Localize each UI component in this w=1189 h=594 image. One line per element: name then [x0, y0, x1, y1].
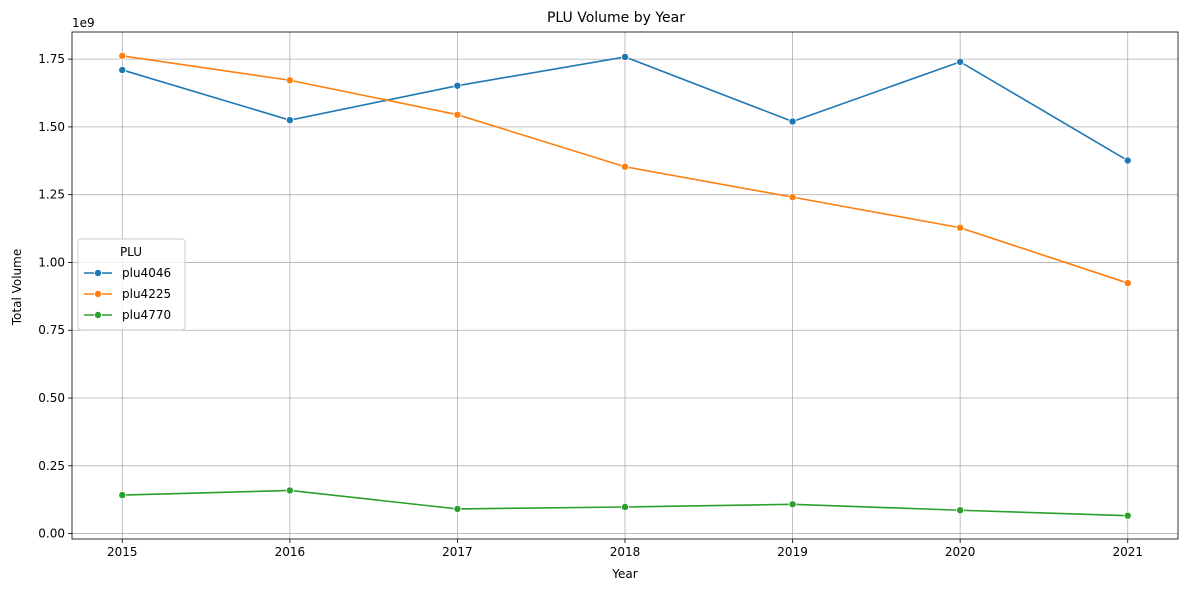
legend-marker	[94, 268, 103, 277]
legend-item-plu4046: plu4046	[84, 266, 171, 280]
y-tick-label: 1.50	[38, 120, 65, 134]
series-lines	[118, 51, 1132, 520]
series-plu4046	[118, 52, 1132, 165]
data-point-plu4046	[285, 116, 294, 125]
data-point-plu4225	[956, 223, 965, 232]
data-point-plu4046	[453, 81, 462, 90]
data-point-plu4770	[1123, 511, 1132, 520]
x-tick-label: 2015	[107, 545, 138, 559]
grid	[72, 32, 1178, 539]
y-tick-label: 1.75	[38, 52, 65, 66]
y-tick-label: 1.25	[38, 188, 65, 202]
data-point-plu4046	[621, 52, 630, 61]
y-axis-label: Total Volume	[10, 249, 24, 326]
data-point-plu4225	[118, 51, 127, 60]
x-tick-label: 2018	[610, 545, 641, 559]
data-point-plu4770	[453, 504, 462, 513]
x-tick-label: 2020	[945, 545, 976, 559]
data-point-plu4225	[788, 193, 797, 202]
data-point-plu4046	[118, 65, 127, 74]
legend-label: plu4046	[122, 266, 171, 280]
y-tick-label: 1.00	[38, 255, 65, 269]
x-axis-label: Year	[611, 567, 637, 581]
legend-title: PLU	[120, 245, 142, 259]
y-scale-label: 1e9	[72, 16, 95, 30]
legend-items: plu4046 plu4225 plu4770	[84, 266, 171, 322]
data-point-plu4770	[788, 500, 797, 509]
data-point-plu4770	[118, 491, 127, 500]
legend-marker	[94, 310, 103, 319]
x-tick-label: 2016	[275, 545, 306, 559]
data-point-plu4046	[956, 57, 965, 66]
series-plu4770	[118, 486, 1132, 520]
legend: PLU plu4046 plu4225 plu4770	[77, 238, 186, 331]
legend-item-plu4770: plu4770	[84, 308, 171, 322]
y-tick-label: 0.25	[38, 459, 65, 473]
x-tick-label: 2019	[777, 545, 808, 559]
legend-label: plu4225	[122, 287, 171, 301]
legend-item-plu4225: plu4225	[84, 287, 171, 301]
data-point-plu4770	[285, 486, 294, 495]
data-point-plu4770	[621, 503, 630, 512]
y-tick-label: 0.50	[38, 391, 65, 405]
data-point-plu4225	[1123, 279, 1132, 288]
x-tick-label: 2021	[1112, 545, 1143, 559]
legend-label: plu4770	[122, 308, 171, 322]
series-plu4225	[118, 51, 1132, 288]
data-point-plu4770	[956, 506, 965, 515]
legend-marker	[94, 289, 103, 298]
y-tick-label: 0.00	[38, 527, 65, 541]
y-tick-label: 0.75	[38, 323, 65, 337]
x-tick-label: 2017	[442, 545, 473, 559]
data-point-plu4225	[621, 162, 630, 171]
axis-ticks: 2015 2016 2017 2018 2019 2020 2021 0.00 0.25 0.50…	[38, 52, 1143, 559]
chart-title: PLU Volume by Year	[547, 10, 685, 26]
data-point-plu4046	[1123, 156, 1132, 165]
data-point-plu4046	[788, 117, 797, 126]
legend-box	[77, 238, 186, 331]
data-point-plu4225	[453, 110, 462, 119]
data-point-plu4225	[285, 76, 294, 85]
